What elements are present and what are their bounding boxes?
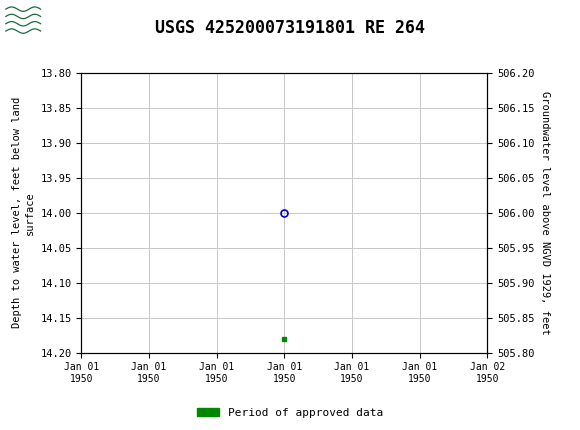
Legend: Period of approved data: Period of approved data <box>193 403 387 422</box>
Y-axis label: Groundwater level above NGVD 1929, feet: Groundwater level above NGVD 1929, feet <box>540 91 550 335</box>
Bar <box>5 3 42 34</box>
Y-axis label: Depth to water level, feet below land
surface: Depth to water level, feet below land su… <box>12 97 35 329</box>
Text: USGS 425200073191801 RE 264: USGS 425200073191801 RE 264 <box>155 19 425 37</box>
Text: USGS: USGS <box>49 11 96 26</box>
